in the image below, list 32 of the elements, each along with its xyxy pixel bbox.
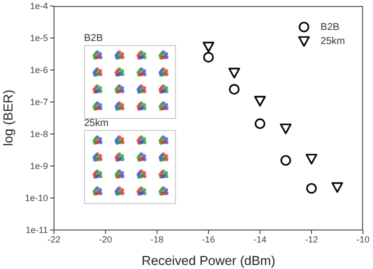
y-tick-label: 1e-7 [30, 97, 48, 108]
x-tick-label: -16 [202, 234, 216, 244]
point [202, 42, 214, 52]
y-tick-label: 1e-8 [30, 129, 48, 140]
point [228, 68, 240, 78]
point [254, 118, 266, 129]
y-axis-title: log (BER) [0, 90, 16, 146]
x-axis-title: Received Power (dBm) [142, 253, 276, 268]
y-tick-label: 1e-4 [30, 1, 48, 12]
point [280, 124, 292, 134]
y-tick-label: 1e-10 [24, 193, 48, 204]
x-tick-label: -22 [47, 234, 61, 244]
x-tick-label: -18 [150, 234, 164, 244]
point [228, 84, 240, 95]
y-tick-label: 1e-9 [30, 161, 48, 172]
point [306, 183, 317, 194]
y-tick-label: 1e-11 [26, 225, 48, 236]
y-tick-label: 1e-6 [30, 65, 48, 76]
point [331, 182, 344, 193]
annotation: 25km [84, 118, 110, 130]
point [306, 154, 318, 164]
legend-label: 25km [320, 36, 345, 46]
legend-label: B2B [320, 22, 340, 32]
point [203, 52, 214, 63]
x-tick-label: -10 [356, 234, 370, 244]
point [254, 96, 266, 106]
point [280, 155, 292, 166]
x-tick-label: -14 [253, 234, 267, 244]
y-tick-label: 1e-5 [30, 33, 48, 44]
x-tick-label: -20 [98, 234, 112, 244]
x-tick-label: -12 [304, 234, 318, 244]
annotation: B2B [84, 33, 104, 45]
